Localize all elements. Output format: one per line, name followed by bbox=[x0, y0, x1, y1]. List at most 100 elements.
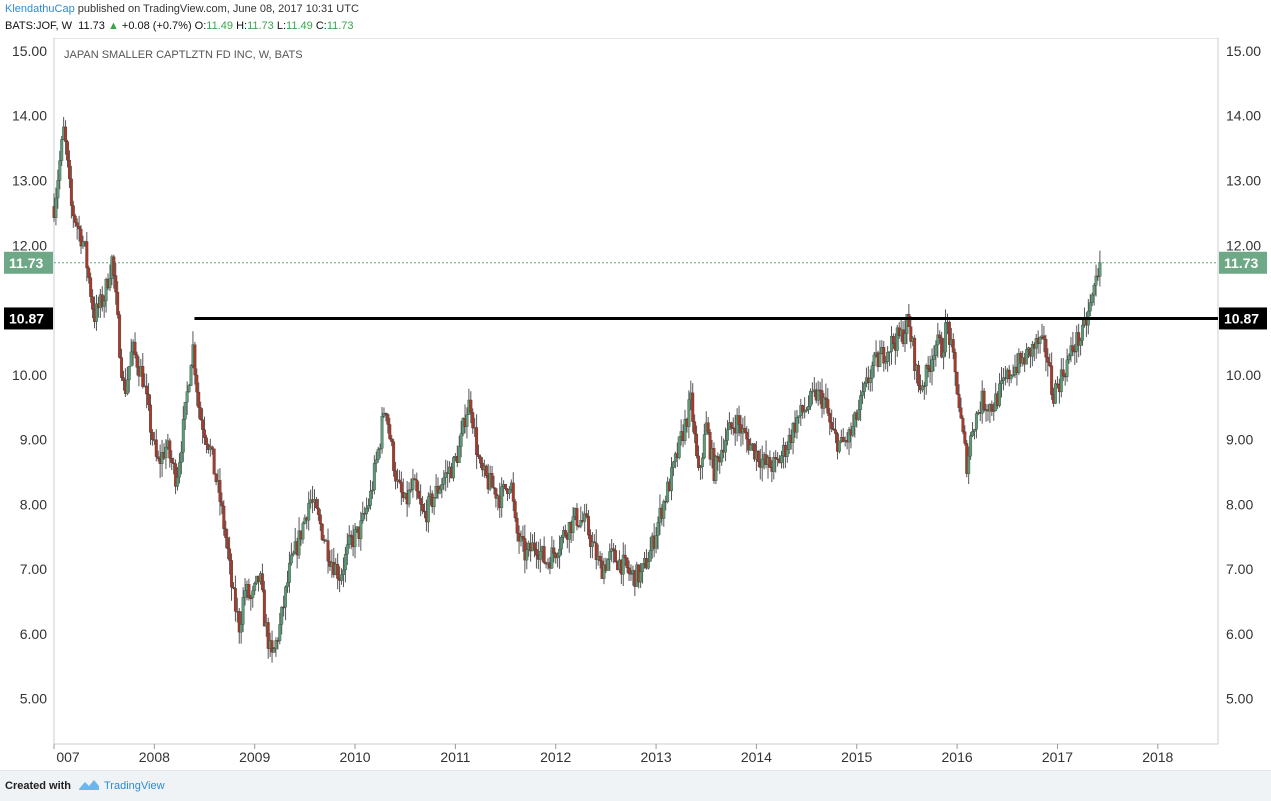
candle-down bbox=[170, 458, 174, 463]
current-price-tag-left bbox=[4, 251, 53, 274]
candle-down bbox=[776, 458, 780, 460]
candle-down bbox=[168, 440, 172, 459]
candle-down bbox=[220, 501, 224, 507]
candle-up bbox=[699, 466, 702, 469]
candle-down bbox=[1044, 339, 1048, 358]
candle-down bbox=[534, 549, 538, 556]
candle-down bbox=[1046, 357, 1050, 363]
candle-up bbox=[243, 590, 247, 598]
candle-down bbox=[830, 422, 834, 430]
candle-down bbox=[247, 584, 251, 599]
candle-up bbox=[444, 472, 448, 478]
x-axis[interactable]: 007 2008 2009 2010 2011 2012 2013 2014 2015 2016 2… bbox=[53, 744, 1174, 765]
candle-up bbox=[936, 334, 940, 346]
candle-up bbox=[253, 583, 257, 591]
candle-up bbox=[670, 467, 673, 492]
level-tag-left-label: 10.87 bbox=[9, 310, 44, 326]
candle-up bbox=[780, 455, 783, 464]
candle-down bbox=[122, 377, 125, 381]
y-axis-left[interactable]: 5.00 6.00 7.00 8.00 9.00 10.00 12.00 13.00 14.00… bbox=[12, 43, 47, 707]
candle-down bbox=[953, 352, 957, 373]
candle-up bbox=[297, 530, 301, 556]
candle-up bbox=[810, 390, 814, 393]
candle-down bbox=[834, 429, 837, 434]
candle-down bbox=[745, 431, 749, 440]
candle-down bbox=[149, 404, 152, 433]
tradingview-brand[interactable]: TradingView bbox=[104, 780, 165, 792]
candle-down bbox=[697, 455, 700, 468]
y-tick-label-left: 10.00 bbox=[12, 367, 47, 383]
candle-up bbox=[438, 489, 442, 494]
candle-up bbox=[791, 423, 795, 443]
candle-up bbox=[803, 410, 807, 413]
candle-up bbox=[656, 522, 660, 536]
candle-up bbox=[973, 429, 976, 432]
candle-down bbox=[386, 414, 390, 425]
candle-down bbox=[197, 391, 201, 408]
candle-up bbox=[185, 391, 189, 403]
candle-down bbox=[479, 456, 482, 464]
candle-down bbox=[913, 337, 917, 371]
candle-down bbox=[320, 523, 324, 540]
candle-down bbox=[982, 390, 986, 410]
candle-down bbox=[79, 228, 83, 247]
candle-down bbox=[961, 417, 965, 432]
candle-up bbox=[378, 448, 382, 450]
tradingview-logo-icon[interactable] bbox=[78, 778, 100, 792]
candle-up bbox=[868, 378, 872, 383]
author-link[interactable]: KlendathuCap bbox=[5, 3, 75, 15]
candle-down bbox=[67, 159, 71, 180]
y-tick-label-right: 5.00 bbox=[1226, 691, 1253, 707]
candle-up bbox=[1011, 374, 1015, 377]
candle-up bbox=[550, 547, 554, 569]
candle-down bbox=[494, 488, 498, 499]
candle-down bbox=[475, 427, 479, 455]
candle-down bbox=[154, 439, 158, 457]
candle-down bbox=[1055, 383, 1059, 385]
candle-down bbox=[193, 344, 197, 376]
candle-up bbox=[525, 549, 529, 561]
candle-up bbox=[702, 434, 706, 459]
candle-down bbox=[554, 553, 558, 559]
candle-up bbox=[187, 385, 191, 392]
change-value: +0.08 (+0.7%) bbox=[121, 20, 192, 32]
x-tick-label: 2018 bbox=[1142, 749, 1173, 765]
candle-down bbox=[484, 465, 488, 476]
candle-down bbox=[421, 504, 425, 512]
level-tag-right-label: 10.87 bbox=[1224, 310, 1259, 326]
candle-up bbox=[648, 550, 652, 562]
price-chart[interactable]: JAPAN SMALLER CAPTLZTN FD INC, W, BATS 5… bbox=[0, 38, 1271, 770]
candle-down bbox=[627, 567, 631, 574]
candle-down bbox=[156, 456, 160, 459]
current-price-tag-right-label: 11.73 bbox=[1224, 255, 1258, 271]
candle-down bbox=[326, 540, 330, 562]
candle-up bbox=[932, 355, 936, 360]
y-axis-right[interactable]: 5.00 6.00 7.00 8.00 9.00 10.00 12.00 13.00 14.00… bbox=[1226, 43, 1261, 707]
candle-up bbox=[289, 554, 293, 564]
candle-down bbox=[521, 536, 525, 539]
plot-frame bbox=[53, 38, 1219, 745]
candle-up bbox=[998, 383, 1002, 406]
candle-up bbox=[837, 440, 841, 452]
candle-down bbox=[691, 392, 695, 422]
candle-up bbox=[646, 561, 650, 569]
created-with-label: Created with bbox=[5, 780, 72, 792]
candle-down bbox=[75, 222, 79, 227]
candle-up bbox=[286, 582, 289, 588]
candle-up bbox=[1009, 375, 1013, 380]
y-tick-label-left: 14.00 bbox=[12, 108, 47, 124]
candle-down bbox=[492, 487, 496, 489]
candle-down bbox=[77, 226, 81, 230]
candle-down bbox=[112, 256, 116, 276]
candle-up bbox=[104, 279, 108, 302]
symbol-label: BATS:JOF, W bbox=[5, 20, 73, 32]
candle-down bbox=[116, 291, 120, 315]
candle-up bbox=[81, 241, 85, 247]
candle-down bbox=[469, 399, 473, 413]
candle-up bbox=[365, 508, 369, 515]
level-tag-left bbox=[4, 307, 53, 330]
candle-up bbox=[179, 452, 183, 463]
candle-down bbox=[957, 393, 961, 408]
level-tag-right bbox=[1219, 307, 1267, 330]
candle-up bbox=[426, 496, 430, 523]
